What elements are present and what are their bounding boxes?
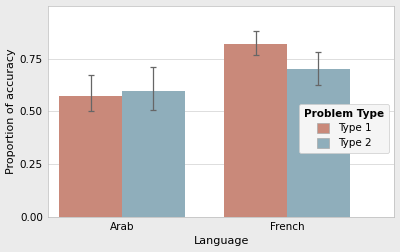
X-axis label: Language: Language <box>193 236 249 246</box>
Bar <box>122 91 185 217</box>
Bar <box>59 96 122 217</box>
Bar <box>224 44 287 217</box>
Legend: Type 1, Type 2: Type 1, Type 2 <box>299 104 389 153</box>
Y-axis label: Proportion of accuracy: Proportion of accuracy <box>6 49 16 174</box>
Bar <box>287 69 350 217</box>
